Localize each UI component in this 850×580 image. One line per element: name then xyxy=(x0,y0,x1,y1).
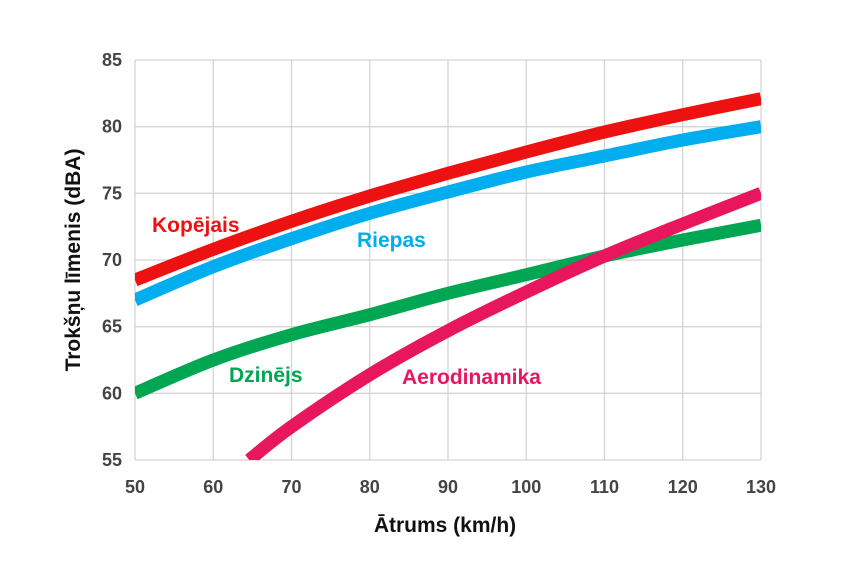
x-tick-label: 60 xyxy=(203,477,223,497)
series-line-riepas xyxy=(135,120,761,306)
y-axis-title: Trokšņu līmenis (dBA) xyxy=(62,149,85,372)
y-tick-label: 80 xyxy=(102,117,122,137)
y-tick-label: 85 xyxy=(102,50,122,70)
series-group xyxy=(135,92,761,460)
series-line-aerodinamika xyxy=(245,187,761,460)
y-tick-label: 60 xyxy=(102,383,122,403)
series-line-dzinējs xyxy=(135,218,761,400)
x-axis-title: Ātrums (km/h) xyxy=(374,514,516,537)
y-tick-label: 70 xyxy=(102,250,122,270)
x-tick-label: 50 xyxy=(125,477,145,497)
tick-labels: 50 60 70 80 90 100 110 120 130 55 60 65 70 75 80 85 xyxy=(102,50,776,497)
label-aerodinamika: Aerodinamika xyxy=(402,366,541,389)
y-tick-label: 65 xyxy=(102,317,122,337)
x-tick-label: 110 xyxy=(590,477,619,497)
x-tick-label: 100 xyxy=(511,477,541,497)
label-riepas: Riepas xyxy=(357,229,426,252)
x-tick-label: 130 xyxy=(746,477,776,497)
label-dzinejs: Dzinējs xyxy=(229,364,303,387)
x-tick-label: 80 xyxy=(360,477,380,497)
label-kopejais: Kopējais xyxy=(152,214,240,237)
series-line-kopējais xyxy=(135,92,761,287)
x-tick-label: 90 xyxy=(438,477,458,497)
y-tick-label: 55 xyxy=(102,450,122,470)
x-tick-label: 120 xyxy=(668,477,698,497)
x-tick-label: 70 xyxy=(281,477,301,497)
y-tick-label: 75 xyxy=(102,183,122,203)
